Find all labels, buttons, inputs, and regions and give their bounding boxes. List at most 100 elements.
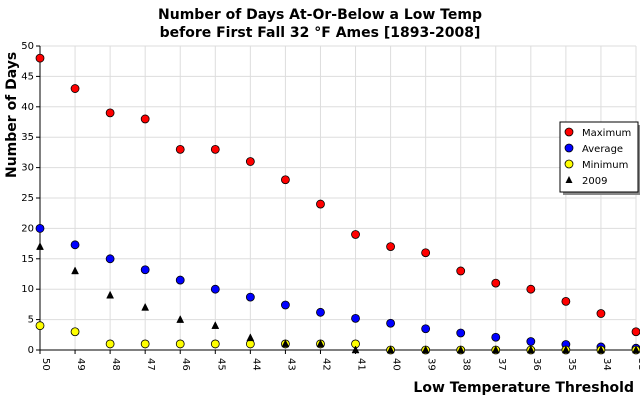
- point-average: [175, 275, 185, 285]
- point-maximum: [210, 144, 220, 154]
- legend-marker: [564, 159, 574, 169]
- chart-subtitle: before First Fall 32 °F Ames [1893-2008]: [159, 25, 481, 41]
- point-2009: [421, 345, 430, 354]
- y-tick-label: 50: [21, 41, 34, 52]
- point-average: [386, 318, 395, 328]
- point-minimum: [140, 339, 150, 349]
- y-tick-label: 15: [21, 254, 34, 265]
- x-axis-label: Low Temperature Threshold: [413, 380, 634, 396]
- point-2009: [106, 290, 115, 299]
- point-2009: [526, 345, 535, 354]
- point-minimum: [105, 339, 115, 349]
- point-maximum: [351, 230, 360, 239]
- point-average: [456, 328, 466, 338]
- point-maximum: [245, 157, 255, 166]
- point-minimum: [245, 339, 255, 349]
- y-tick-label: 40: [21, 102, 34, 113]
- x-tick-label: 50: [40, 358, 51, 371]
- y-tick-label: 25: [21, 193, 34, 204]
- x-tick-label: 48: [110, 358, 121, 371]
- legend-marker: [564, 143, 574, 153]
- legend-label: 2009: [582, 176, 607, 187]
- x-tick-label: 46: [180, 358, 191, 371]
- point-average: [526, 337, 536, 346]
- point-average: [140, 265, 150, 275]
- point-average: [421, 324, 431, 334]
- point-2009: [491, 345, 500, 354]
- x-tick-label: 45: [215, 358, 226, 371]
- x-tick-label: 43: [285, 358, 296, 371]
- point-2009: [386, 345, 395, 354]
- x-tick-label: 33: [636, 358, 640, 371]
- point-average: [281, 300, 290, 310]
- point-2009: [281, 339, 290, 348]
- point-maximum: [281, 175, 290, 185]
- x-tick-label: 37: [496, 358, 507, 371]
- point-average: [491, 332, 501, 342]
- legend-marker: [565, 176, 573, 183]
- point-2009: [71, 266, 79, 275]
- point-average: [351, 313, 360, 323]
- point-maximum: [105, 108, 115, 118]
- x-tick-label: 34: [601, 358, 612, 371]
- y-tick-label: 20: [21, 223, 34, 234]
- x-tick-label: 41: [356, 358, 367, 371]
- y-tick-label: 0: [28, 345, 34, 356]
- point-maximum: [140, 114, 150, 124]
- y-tick-label: 5: [28, 315, 34, 326]
- y-tick-label: 45: [21, 71, 34, 82]
- point-maximum: [70, 84, 80, 93]
- point-minimum: [70, 327, 80, 337]
- point-maximum: [456, 266, 466, 276]
- point-2009: [456, 345, 465, 354]
- point-average: [210, 284, 220, 294]
- y-tick-label: 30: [21, 163, 34, 174]
- x-tick-label: 47: [145, 358, 156, 371]
- point-maximum: [175, 144, 185, 154]
- point-average: [316, 307, 325, 317]
- point-maximum: [596, 309, 606, 318]
- point-minimum: [210, 339, 220, 349]
- x-tick-label: 35: [566, 358, 577, 371]
- x-tick-label: 42: [320, 358, 331, 371]
- point-2009: [176, 315, 185, 323]
- point-average: [105, 254, 115, 264]
- point-minimum: [35, 321, 45, 331]
- point-2009: [597, 345, 605, 354]
- legend-label: Maximum: [582, 128, 631, 139]
- point-maximum: [35, 53, 45, 63]
- point-2009: [561, 345, 570, 354]
- legend-label: Minimum: [582, 160, 628, 171]
- point-2009: [141, 302, 150, 311]
- x-tick-label: 40: [391, 358, 402, 371]
- x-tick-label: 36: [531, 358, 542, 371]
- point-2009: [36, 242, 44, 250]
- x-tick-label: 49: [75, 358, 86, 371]
- x-tick-label: 39: [426, 358, 437, 371]
- point-maximum: [386, 242, 395, 252]
- point-2009: [632, 345, 640, 354]
- point-2009: [316, 339, 325, 348]
- y-tick-label: 35: [21, 132, 34, 143]
- point-average: [245, 292, 255, 302]
- point-maximum: [561, 296, 571, 306]
- x-tick-label: 38: [461, 358, 472, 371]
- point-2009: [351, 345, 360, 354]
- point-2009: [211, 321, 220, 329]
- point-maximum: [316, 199, 325, 209]
- point-minimum: [175, 339, 185, 349]
- legend-marker: [564, 127, 574, 137]
- legend-label: Average: [582, 144, 623, 155]
- y-tick-label: 10: [21, 284, 34, 295]
- point-maximum: [631, 327, 640, 337]
- x-tick-label: 44: [250, 358, 261, 371]
- point-maximum: [526, 284, 536, 294]
- point-2009: [246, 333, 255, 342]
- point-maximum: [421, 248, 431, 258]
- point-average: [35, 223, 45, 233]
- point-average: [70, 240, 80, 250]
- chart-title: Number of Days At-Or-Below a Low Temp: [158, 7, 482, 23]
- point-maximum: [491, 278, 501, 288]
